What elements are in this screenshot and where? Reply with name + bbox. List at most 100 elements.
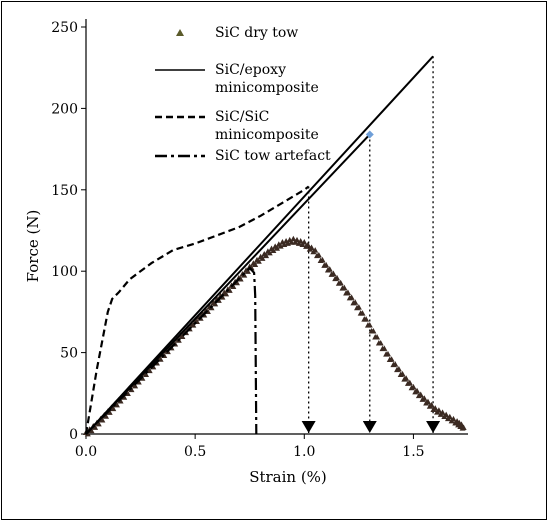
dry-tow-marker [266,249,273,256]
y-tick-label: 150 [51,183,78,199]
dry-tow-marker [270,247,277,253]
x-axis-label: Strain (%) [249,468,327,486]
dry-tow-marker [446,413,453,420]
dry-tow-marker [113,401,120,408]
dry-tow-marker [344,289,351,295]
y-tick-label: 200 [51,101,78,117]
dry-tow-marker [99,417,106,423]
dry-tow-marker [323,261,330,268]
dry-tow-marker [277,243,284,249]
dry-tow-marker [274,245,280,251]
failure-point-marker [365,130,374,139]
legend: SiC dry tow SiC/epoxy minicomposite SiC/SiC… [155,25,331,164]
dry-tow-marker [414,387,421,394]
dry-tow-marker [421,395,428,401]
dry-tow-marker [348,294,355,300]
dry-tow-marker [308,244,315,250]
dry-tow-marker [190,322,197,328]
dry-tow-marker [132,382,139,389]
dry-tow-marker [374,333,381,340]
dry-tow-marker [450,415,457,422]
dry-tow-marker [294,236,301,243]
legend-label: minicomposite [215,80,319,96]
dry-tow-marker [395,366,402,372]
dry-tow-marker [330,270,337,276]
dry-tow-marker [334,274,341,281]
dry-tow-marker [435,407,442,413]
dry-tow-marker [117,398,124,404]
dry-tow-marker [223,290,230,297]
dry-tow-marker [443,411,450,418]
dry-tow-marker [244,268,251,274]
axes-group: 0 50 100 150 200 250 0.0 0.5 1.0 1.5 [51,19,468,460]
x-tick-label: 1.0 [293,444,315,460]
dry-tow-marker [301,239,308,245]
x-tick-label: 0.5 [184,444,206,460]
dry-tow-marker [110,405,117,412]
dry-tow-marker [341,284,348,291]
dry-tow-marker [424,398,431,405]
dry-tow-marker [297,237,304,244]
y-tick-label: 100 [51,264,78,280]
dry-tow-marker [337,279,344,286]
legend-label: SiC dry tow [215,25,298,41]
dry-tow-marker [388,356,395,362]
legend-marker-dry-tow [176,29,184,36]
dry-tow-marker [92,424,99,430]
dry-tow-marker [417,391,424,398]
legend-label: SiC/epoxy [215,62,286,78]
y-tick-label: 50 [60,346,78,362]
dry-tow-marker [366,322,373,328]
dry-tow-marker [370,328,377,334]
dry-tow-marker [428,401,435,408]
legend-label: SiC tow artefact [215,148,331,164]
dry-tow-marker [226,287,233,293]
dry-tow-marker [359,310,366,316]
dry-tow-marker [406,379,413,386]
dry-tow-marker [384,350,391,357]
legend-label: minicomposite [215,127,319,143]
dry-tow-marker [399,370,406,377]
dry-tow-marker [315,252,322,258]
dry-tow-marker [259,255,266,261]
y-tick-label: 0 [69,427,78,443]
dry-tow-marker [121,394,128,400]
dry-tow-marker [255,258,262,264]
dry-tow-marker [363,316,370,322]
dry-tow-marker [352,299,359,305]
series-line-unlabeled-4 [85,133,371,435]
dry-tow-marker [304,241,311,248]
dry-tow-marker [179,333,186,339]
dry-tow-marker [403,375,410,381]
dry-tow-marker [230,283,237,290]
x-tick-label: 1.5 [402,444,424,460]
legend-label: SiC/SiC [215,109,269,125]
dry-tow-marker [290,235,297,242]
dry-tow-marker [263,252,270,259]
dry-tow-marker [319,256,326,263]
dry-tow-marker [95,420,102,427]
dry-tow-marker [458,421,465,427]
dry-tow-marker [252,261,259,268]
dry-tow-marker [312,247,319,253]
series-group [83,55,467,437]
dry-tow-marker [392,361,399,367]
dry-tow-marker [377,339,384,346]
dry-tow-marker [103,413,110,419]
y-tick-label: 250 [51,20,78,36]
dry-tow-marker [326,266,333,272]
dry-tow-marker [106,409,113,415]
dry-tow-marker [439,409,446,415]
dry-tow-marker [410,383,417,390]
dry-tow-marker [460,424,467,430]
dry-tow-marker [88,427,95,434]
dry-tow-marker [143,371,150,377]
dry-tow-marker [212,300,219,307]
dry-tow-marker [381,345,388,351]
y-axis-label: Force (N) [24,210,42,283]
x-tick-label: 0.0 [75,444,97,460]
series-line-sic-epoxy-minicomposite [85,55,434,435]
dry-tow-marker [432,405,439,411]
dry-tow-marker [355,304,362,310]
